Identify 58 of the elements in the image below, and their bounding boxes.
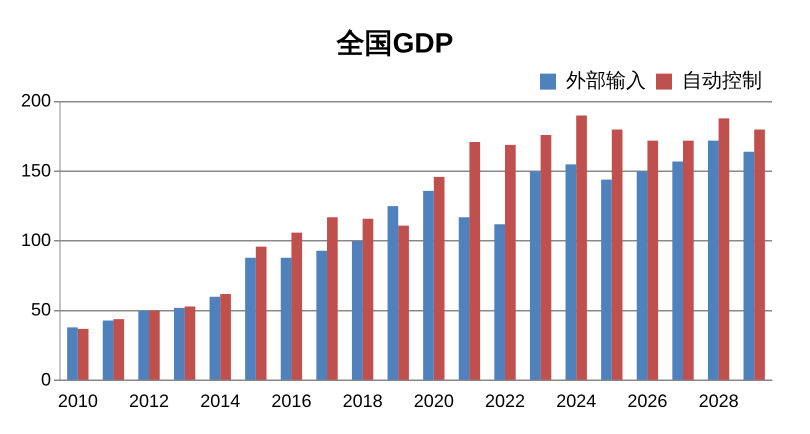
x-tick-label: 2028 (698, 391, 739, 412)
x-tick-label: 2024 (556, 391, 596, 412)
bar (672, 162, 684, 380)
bar (184, 306, 196, 380)
bar (566, 164, 576, 380)
bar (505, 144, 516, 380)
bar (280, 258, 292, 380)
bar (458, 217, 470, 380)
bar (67, 327, 78, 380)
bar (78, 328, 89, 380)
x-tick-label: 2012 (129, 391, 170, 412)
bar (601, 180, 612, 380)
legend-label: 外部输入 (566, 70, 646, 92)
bar (612, 129, 622, 380)
y-tick-label: 0 (41, 369, 52, 390)
bar (149, 310, 160, 380)
bar (494, 224, 506, 380)
x-tick-label: 2020 (414, 391, 454, 412)
bar (744, 152, 754, 380)
bar (352, 241, 363, 380)
bar (434, 176, 444, 380)
bar (423, 190, 434, 380)
y-tick-label: 100 (20, 230, 52, 250)
bar (718, 118, 730, 380)
bar (647, 140, 658, 380)
chart-title: 全国GDP (336, 28, 454, 59)
x-tick-label: 2016 (271, 391, 312, 412)
bar (469, 142, 480, 380)
bar (256, 246, 267, 380)
bar (576, 116, 587, 380)
bar (316, 250, 328, 380)
y-tick-label: 200 (20, 90, 52, 111)
bar (220, 294, 231, 380)
bar (754, 129, 765, 380)
bar (398, 226, 409, 380)
bar (138, 310, 150, 380)
bar (174, 308, 185, 380)
bar (683, 140, 694, 380)
bar (362, 218, 374, 380)
x-tick-label: 2018 (342, 391, 383, 412)
bar (210, 296, 220, 380)
y-tick-label: 150 (20, 160, 52, 180)
x-tick-label: 2026 (627, 391, 668, 412)
x-tick-label: 2014 (200, 391, 240, 412)
x-tick-label: 2022 (484, 391, 526, 412)
bar (708, 140, 719, 380)
bar (636, 171, 648, 380)
y-tick-label: 50 (31, 300, 52, 320)
x-tick-label: 2010 (58, 391, 98, 412)
bar (327, 217, 338, 380)
bar (102, 320, 114, 380)
bar (113, 319, 124, 380)
legend-label: 自动控制 (682, 70, 762, 92)
bar (291, 232, 302, 380)
bar (388, 206, 398, 380)
bar (540, 135, 552, 380)
bar (245, 258, 256, 380)
bar (530, 171, 541, 380)
